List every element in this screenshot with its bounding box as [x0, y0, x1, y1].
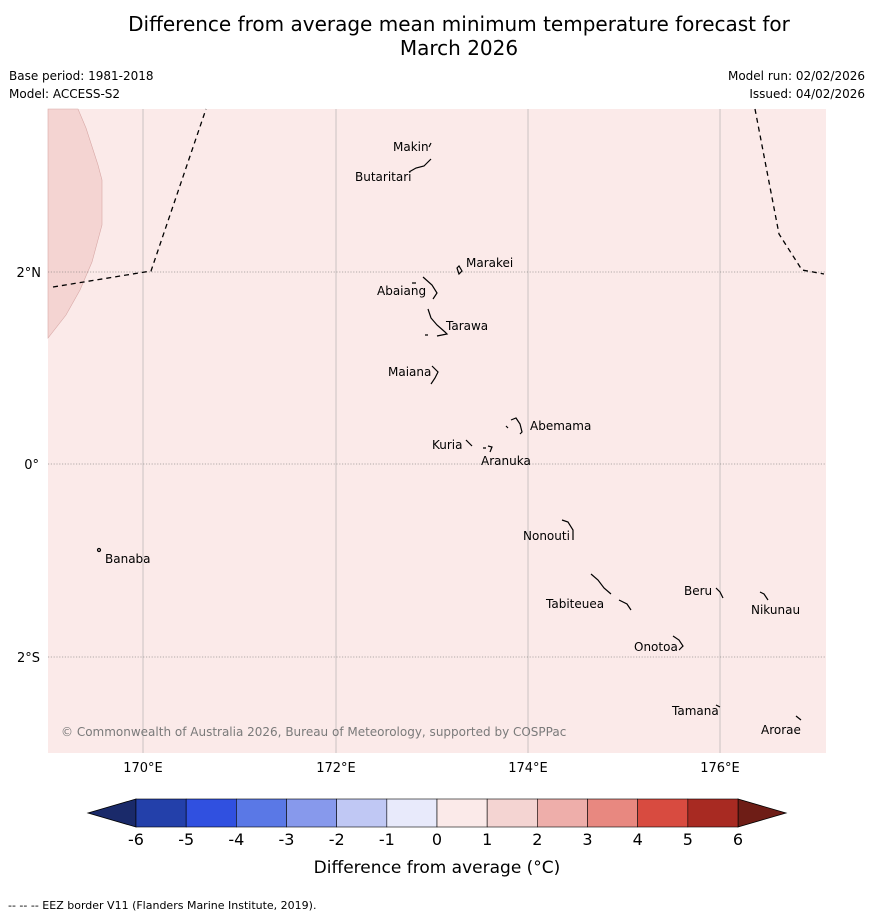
lon-axis-labels: 170°E 172°E 174°E 176°E [123, 761, 740, 776]
colorbar-tick-label: 1 [482, 830, 492, 849]
island-label-maiana: Maiana [388, 365, 431, 379]
colorbar-tick-label: 4 [633, 830, 643, 849]
colorbar-tick-label: -6 [128, 830, 144, 849]
colorbar-tick-label: 6 [733, 830, 743, 849]
colorbar-cell [185, 798, 237, 828]
island-label-abaiang: Abaiang [377, 284, 426, 298]
colorbar-tick-label: 0 [432, 830, 442, 849]
colorbar-extend-high [737, 798, 788, 828]
island-label-aranuka: Aranuka [481, 454, 531, 468]
colorbar-tick-label: -3 [279, 830, 295, 849]
island-shape-tabiteuea [590, 573, 632, 611]
lat-label-2n: 2°N [17, 266, 42, 281]
warm-anomaly-region [47, 108, 103, 339]
colorbar-cell [436, 798, 488, 828]
colorbar-cell [386, 798, 438, 828]
island-label-beru: Beru [684, 584, 712, 598]
lon-label-170e: 170°E [123, 761, 163, 776]
issued-label: Issued: 04/02/2026 [749, 87, 865, 101]
base-period-label: Base period: 1981-2018 [9, 69, 154, 83]
island-label-tabiteuea: Tabiteuea [545, 597, 604, 611]
colorbar-cell [687, 798, 739, 828]
lon-label-174e: 174°E [508, 761, 548, 776]
colorbar-tick-label: -4 [228, 830, 244, 849]
lat-label-2s: 2°S [17, 651, 40, 666]
island-shape-beru [715, 587, 724, 599]
copyright-notice: © Commonwealth of Australia 2026, Bureau… [61, 725, 566, 739]
island-label-nonouti: Nonouti [523, 529, 570, 543]
lat-axis-labels: 2°N 0° 2°S [17, 266, 42, 666]
colorbar-cell [135, 798, 187, 828]
map-title-line1: Difference from average mean minimum tem… [128, 12, 790, 36]
meta-right: Model run: 02/02/2026 Issued: 04/02/2026 [728, 67, 865, 103]
model-run-label: Model run: 02/02/2026 [727, 69, 865, 83]
map-background [48, 109, 826, 753]
colorbar-cell [537, 798, 588, 828]
island-shape-nonouti [561, 519, 574, 540]
island-shape-makin [428, 142, 432, 148]
island-label-abemama: Abemama [530, 419, 591, 433]
island-label-nikunau: Nikunau [751, 603, 800, 617]
island-shape-abemama [505, 417, 523, 435]
island-shape-marakei [456, 265, 463, 276]
colorbar-tick-label: -2 [329, 830, 345, 849]
map-title: Difference from average mean minimum tem… [0, 12, 873, 60]
island-label-tamana: Tamana [671, 704, 719, 718]
model-label: Model: ACCESS-S2 [9, 87, 121, 101]
colorbar-cell [587, 798, 638, 828]
colorbar-ticks: -6 -5 -4 -3 -2 -1 0 1 2 3 4 5 6 [128, 830, 743, 849]
lon-label-172e: 172°E [316, 761, 356, 776]
island-outlines [96, 142, 802, 721]
island-shape-arorae [795, 715, 802, 721]
island-label-butaritari: Butaritari [355, 170, 412, 184]
island-labels: Makin Butaritari Marakei Abaiang Tarawa … [105, 140, 801, 737]
colorbar-extend-low [86, 798, 137, 828]
island-label-arorae: Arorae [761, 723, 801, 737]
island-shape-kuria [465, 439, 473, 447]
colorbar-cell [286, 798, 337, 828]
colorbar-tick-label: 5 [683, 830, 693, 849]
colorbar-cell [637, 798, 689, 828]
island-shape-tarawa [425, 308, 449, 337]
colorbar-label: Difference from average (°C) [314, 858, 561, 878]
island-label-kuria: Kuria [432, 438, 463, 452]
lat-gridlines [48, 271, 826, 658]
island-shape-butaritari [408, 158, 432, 173]
colorbar-tick-label: 3 [582, 830, 592, 849]
island-label-makin: Makin [393, 140, 429, 154]
lon-label-176e: 176°E [700, 761, 740, 776]
meta-left: Base period: 1981-2018 Model: ACCESS-S2 [9, 67, 154, 103]
lat-label-0: 0° [24, 458, 39, 473]
island-label-onotoa: Onotoa [634, 640, 678, 654]
colorbar-cells [135, 798, 739, 828]
colorbar-tick-label: 2 [532, 830, 542, 849]
eez-border-east [754, 108, 825, 275]
island-shape-abaiang [412, 276, 438, 300]
island-shape-nikunau [759, 591, 769, 601]
island-label-marakei: Marakei [466, 256, 513, 270]
island-label-banaba: Banaba [105, 552, 151, 566]
island-shape-aranuka [483, 445, 493, 453]
colorbar-cell [236, 798, 287, 828]
colorbar-tick-label: -1 [379, 830, 395, 849]
map-title-line2: March 2026 [399, 36, 519, 60]
eez-borders [52, 108, 825, 288]
island-label-tarawa: Tarawa [445, 319, 488, 333]
colorbar-cell [486, 798, 538, 828]
island-shape-onotoa [672, 635, 684, 651]
gridlines [142, 109, 721, 753]
eez-border-west [52, 108, 207, 288]
footer-note: -- -- -- EEZ border V11 (Flanders Marine… [8, 899, 317, 912]
colorbar-tick-label: -5 [178, 830, 194, 849]
island-shape-banaba [96, 547, 102, 553]
colorbar: -6 -5 -4 -3 -2 -1 0 1 2 3 4 5 6 Difference from aver… [86, 798, 788, 878]
island-shape-tamana [715, 704, 721, 708]
island-shape-maiana [430, 365, 439, 385]
colorbar-cell [336, 798, 388, 828]
